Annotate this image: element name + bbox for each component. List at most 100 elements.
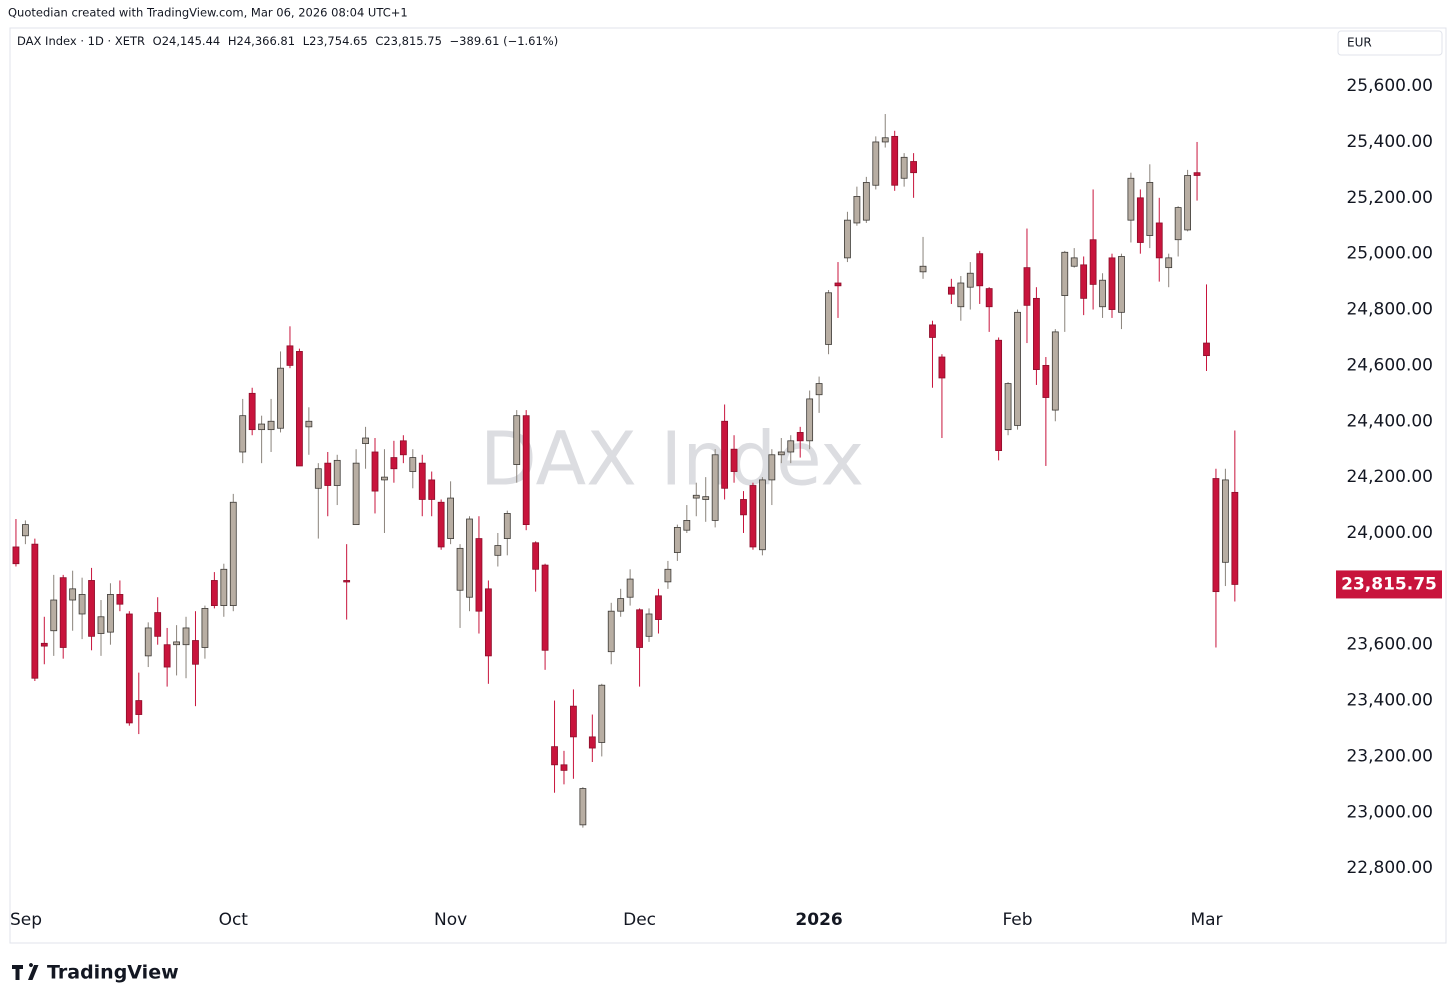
candle-body — [1184, 175, 1191, 231]
candle-body — [220, 568, 228, 607]
candle-body — [182, 627, 190, 646]
candle-body — [985, 288, 993, 308]
candle-body — [626, 578, 634, 598]
candle-body — [1089, 239, 1097, 285]
candle-body — [1231, 491, 1239, 585]
candle-body — [390, 457, 398, 470]
candle-body — [277, 367, 284, 429]
last-price-tag — [1336, 570, 1442, 599]
candle-body — [1146, 182, 1154, 236]
legend-symbol: DAX Index · 1D · XETR — [17, 34, 145, 48]
candle-body — [362, 437, 369, 445]
candle-body — [314, 468, 322, 489]
candle-body — [50, 599, 58, 632]
candle-body — [749, 485, 757, 548]
candle-body — [636, 609, 643, 648]
legend-low: L23,754.65 — [303, 34, 368, 48]
candle-body — [692, 494, 700, 499]
currency-box — [1337, 30, 1443, 56]
candle-body — [834, 282, 842, 287]
candle-body — [229, 501, 237, 607]
candle-body — [711, 454, 719, 521]
y-tick-label: 23,600.00 — [1346, 635, 1433, 655]
candle-body — [645, 613, 653, 637]
chart-frame — [9, 27, 1447, 944]
legend: DAX Index · 1D · XETR O24,145.44 H24,366… — [17, 34, 558, 48]
y-tick-label: 25,600.00 — [1346, 76, 1433, 96]
candle-body — [210, 580, 218, 607]
candle-body — [1108, 257, 1116, 310]
candle-body — [1193, 172, 1201, 176]
candle-body — [1127, 177, 1135, 221]
candle-body — [740, 499, 747, 516]
last-price-label: 23,815.75 — [1341, 574, 1437, 594]
candle-body — [1042, 364, 1050, 398]
candle-body — [598, 684, 606, 743]
brand: TradingView — [47, 962, 179, 984]
candle-body — [862, 182, 870, 221]
candle-body — [588, 736, 596, 749]
y-tick-label: 25,400.00 — [1346, 132, 1433, 152]
candle-body — [777, 451, 785, 456]
legend-high: H24,366.81 — [228, 34, 295, 48]
candle-body — [570, 705, 577, 738]
candle-body — [768, 454, 776, 481]
candle-body — [1203, 342, 1210, 357]
candle-body — [78, 594, 86, 615]
y-tick-label: 25,200.00 — [1346, 188, 1433, 208]
candle-body — [144, 627, 152, 657]
candle-body — [418, 462, 426, 500]
y-tick-label: 23,400.00 — [1346, 691, 1433, 711]
candle-body — [1118, 256, 1125, 313]
candle-body — [853, 196, 861, 224]
y-tick-label: 24,000.00 — [1346, 523, 1433, 543]
candle-body — [466, 518, 473, 598]
brand-logo: TradingView — [12, 962, 179, 984]
candle-body — [551, 746, 558, 766]
y-tick-label: 23,200.00 — [1346, 746, 1433, 766]
candle-body — [447, 497, 454, 539]
candle-body — [154, 612, 162, 637]
candle-body — [22, 524, 29, 537]
candle-body — [69, 588, 77, 601]
candle-body — [1004, 383, 1012, 431]
candle-body — [919, 265, 927, 273]
y-tick-label: 24,200.00 — [1346, 467, 1433, 487]
candle-body — [428, 479, 436, 500]
candle-body — [201, 607, 209, 648]
candle-body — [844, 219, 851, 259]
candle-body — [135, 700, 143, 715]
candle-body — [1014, 311, 1021, 426]
candle-body — [352, 462, 360, 526]
candle-body — [258, 423, 266, 431]
candle-body — [267, 420, 275, 431]
candle-body — [900, 156, 908, 179]
candle-body — [40, 642, 48, 647]
candle-body — [192, 640, 199, 665]
y-tick-label: 24,600.00 — [1346, 355, 1433, 375]
candle-body — [1155, 222, 1163, 259]
candle-body — [655, 595, 662, 620]
candle-body — [88, 580, 95, 637]
candle-body — [617, 598, 625, 612]
candle-body — [787, 440, 795, 453]
candle-body — [702, 496, 710, 500]
candle-body — [239, 415, 247, 453]
candle-body — [116, 594, 124, 605]
candle-body — [966, 272, 974, 288]
candle-body — [437, 501, 445, 548]
candle-body — [1061, 251, 1069, 296]
y-tick-label: 22,800.00 — [1346, 858, 1433, 878]
candle-body — [456, 547, 464, 591]
candle-body — [957, 282, 965, 308]
candle-body — [248, 392, 256, 431]
candle-body — [1165, 257, 1173, 269]
candle-body — [673, 526, 681, 553]
y-tick-label: 25,000.00 — [1346, 244, 1433, 264]
candle-body — [343, 580, 351, 583]
x-tick-label: 2026 — [795, 910, 842, 930]
candle-body — [806, 398, 814, 442]
candle-body — [532, 542, 540, 570]
candle-body — [759, 479, 766, 551]
candle-body — [305, 420, 313, 428]
